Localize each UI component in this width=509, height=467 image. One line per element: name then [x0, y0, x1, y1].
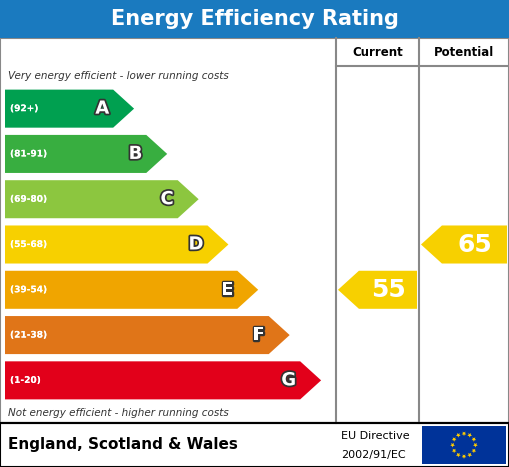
Text: Current: Current: [352, 45, 403, 58]
Text: Potential: Potential: [434, 45, 494, 58]
Polygon shape: [5, 180, 199, 218]
Text: (81-91): (81-91): [10, 149, 47, 158]
Polygon shape: [467, 453, 472, 457]
Polygon shape: [452, 437, 457, 442]
Text: England, Scotland & Wales: England, Scotland & Wales: [8, 438, 238, 453]
Text: A: A: [95, 99, 109, 118]
Polygon shape: [5, 361, 321, 399]
Text: B: B: [129, 145, 143, 163]
Text: C: C: [160, 190, 174, 208]
Bar: [0, 0, 509, 38]
Bar: [422, 426, 506, 464]
Polygon shape: [473, 443, 478, 447]
Bar: [0, 38, 509, 423]
Text: Very energy efficient - lower running costs: Very energy efficient - lower running co…: [8, 71, 229, 81]
Polygon shape: [467, 433, 472, 438]
Text: Not energy efficient - higher running costs: Not energy efficient - higher running co…: [8, 408, 229, 418]
Polygon shape: [456, 433, 461, 438]
Text: F: F: [252, 326, 265, 344]
Bar: [0, 423, 509, 467]
Text: (21-38): (21-38): [10, 331, 47, 340]
Text: (55-68): (55-68): [10, 240, 47, 249]
Polygon shape: [5, 271, 258, 309]
Text: 55: 55: [371, 278, 405, 302]
Text: (1-20): (1-20): [10, 376, 41, 385]
Polygon shape: [338, 271, 417, 309]
Polygon shape: [450, 443, 455, 447]
Text: 65: 65: [457, 233, 492, 256]
Text: Energy Efficiency Rating: Energy Efficiency Rating: [110, 9, 399, 29]
Polygon shape: [471, 449, 476, 453]
Text: (69-80): (69-80): [10, 195, 47, 204]
Polygon shape: [5, 135, 167, 173]
Polygon shape: [462, 432, 466, 436]
Text: (92+): (92+): [10, 104, 39, 113]
Polygon shape: [471, 437, 476, 442]
Text: D: D: [188, 235, 204, 254]
Polygon shape: [5, 226, 229, 263]
Polygon shape: [5, 90, 134, 127]
Text: 2002/91/EC: 2002/91/EC: [341, 450, 406, 460]
Polygon shape: [421, 226, 507, 263]
Polygon shape: [462, 454, 466, 459]
Text: (39-54): (39-54): [10, 285, 47, 294]
Text: EU Directive: EU Directive: [341, 431, 410, 441]
Polygon shape: [5, 316, 290, 354]
Polygon shape: [456, 453, 461, 457]
Polygon shape: [452, 449, 457, 453]
Text: G: G: [281, 371, 296, 389]
Text: E: E: [221, 281, 233, 299]
